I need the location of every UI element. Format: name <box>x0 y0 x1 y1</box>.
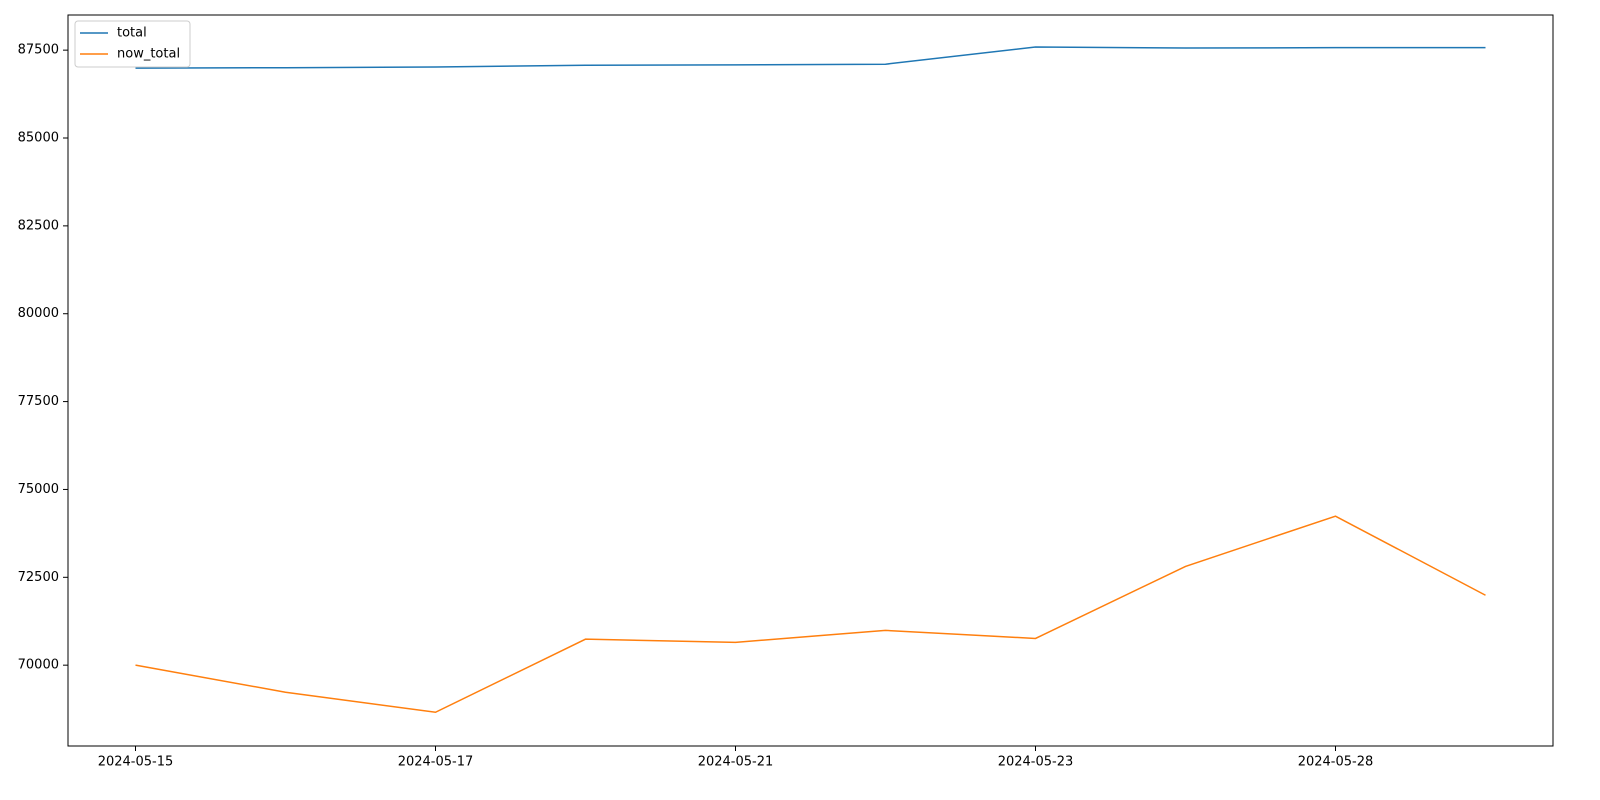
y-tick-label: 77500 <box>18 394 59 409</box>
y-tick-label: 80000 <box>18 306 59 321</box>
legend-label: total <box>117 26 147 41</box>
legend-label: now_total <box>117 47 180 62</box>
x-tick-label: 2024-05-17 <box>398 755 474 770</box>
x-tick-label: 2024-05-28 <box>1298 755 1374 770</box>
plot-frame <box>67 14 1554 747</box>
y-tick-label: 75000 <box>18 482 59 497</box>
y-tick-label: 82500 <box>18 218 59 233</box>
y-tick-label: 70000 <box>18 658 59 673</box>
x-tick-label: 2024-05-21 <box>698 755 774 770</box>
x-tick-label: 2024-05-15 <box>98 755 174 770</box>
y-tick-label: 85000 <box>18 131 59 146</box>
series-line <box>135 515 1486 714</box>
x-tick-label: 2024-05-23 <box>998 755 1074 770</box>
y-tick-label: 72500 <box>18 570 59 585</box>
series-line <box>135 46 1486 69</box>
y-tick-label: 87500 <box>18 43 59 58</box>
